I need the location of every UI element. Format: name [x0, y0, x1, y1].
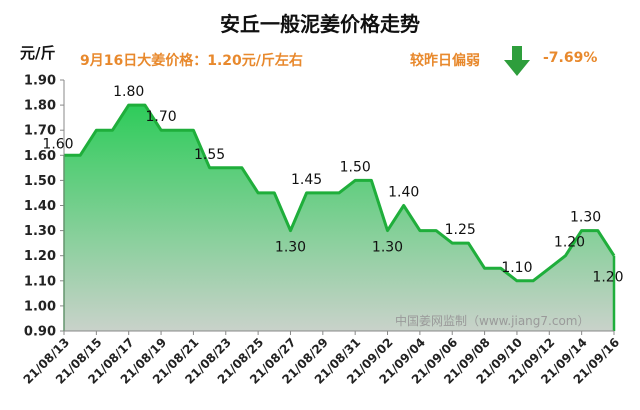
data-label: 1.60 — [42, 136, 73, 152]
comparison-value: -7.69% — [543, 50, 598, 66]
down-arrow-icon — [504, 46, 530, 76]
y-tick-label: 1.40 — [24, 199, 56, 214]
price-line — [64, 103, 616, 283]
y-tick-label: 1.70 — [24, 124, 56, 139]
data-label: 1.40 — [388, 185, 419, 201]
y-tick-label: 1.20 — [24, 249, 56, 264]
y-tick-label: 1.30 — [24, 224, 56, 239]
price-area-fill — [64, 105, 614, 331]
data-label: 1.80 — [113, 84, 144, 100]
y-tick-label: 1.80 — [24, 99, 56, 114]
y-tick-label: 1.60 — [24, 149, 56, 164]
data-label: 1.50 — [340, 159, 371, 175]
data-label: 1.25 — [445, 222, 476, 238]
data-label: 1.10 — [501, 260, 532, 276]
price-note: 9月16日大姜价格：1.20元/斤左右 — [80, 53, 303, 69]
data-label: 1.20 — [592, 270, 623, 286]
comparison-label: 较昨日偏弱 — [410, 53, 480, 69]
data-label: 1.30 — [372, 240, 403, 256]
data-label: 1.70 — [146, 109, 177, 125]
y-axis-unit: 元/斤 — [20, 44, 56, 62]
y-tick-label: 1.10 — [24, 274, 56, 289]
y-tick-label: 0.90 — [24, 325, 56, 340]
y-tick-label: 1.90 — [24, 74, 56, 89]
y-tick-label: 1.00 — [24, 299, 56, 314]
data-label: 1.30 — [275, 240, 306, 256]
chart-title: 安丘一般泥姜价格走势 — [220, 12, 420, 36]
watermark: 中国姜网监制（www.jiang7.com） — [395, 313, 589, 328]
y-tick-label: 1.50 — [24, 174, 56, 189]
data-label: 1.30 — [570, 210, 601, 226]
data-label: 1.45 — [291, 172, 322, 188]
data-label: 1.20 — [554, 235, 585, 251]
data-label: 1.55 — [194, 147, 225, 163]
